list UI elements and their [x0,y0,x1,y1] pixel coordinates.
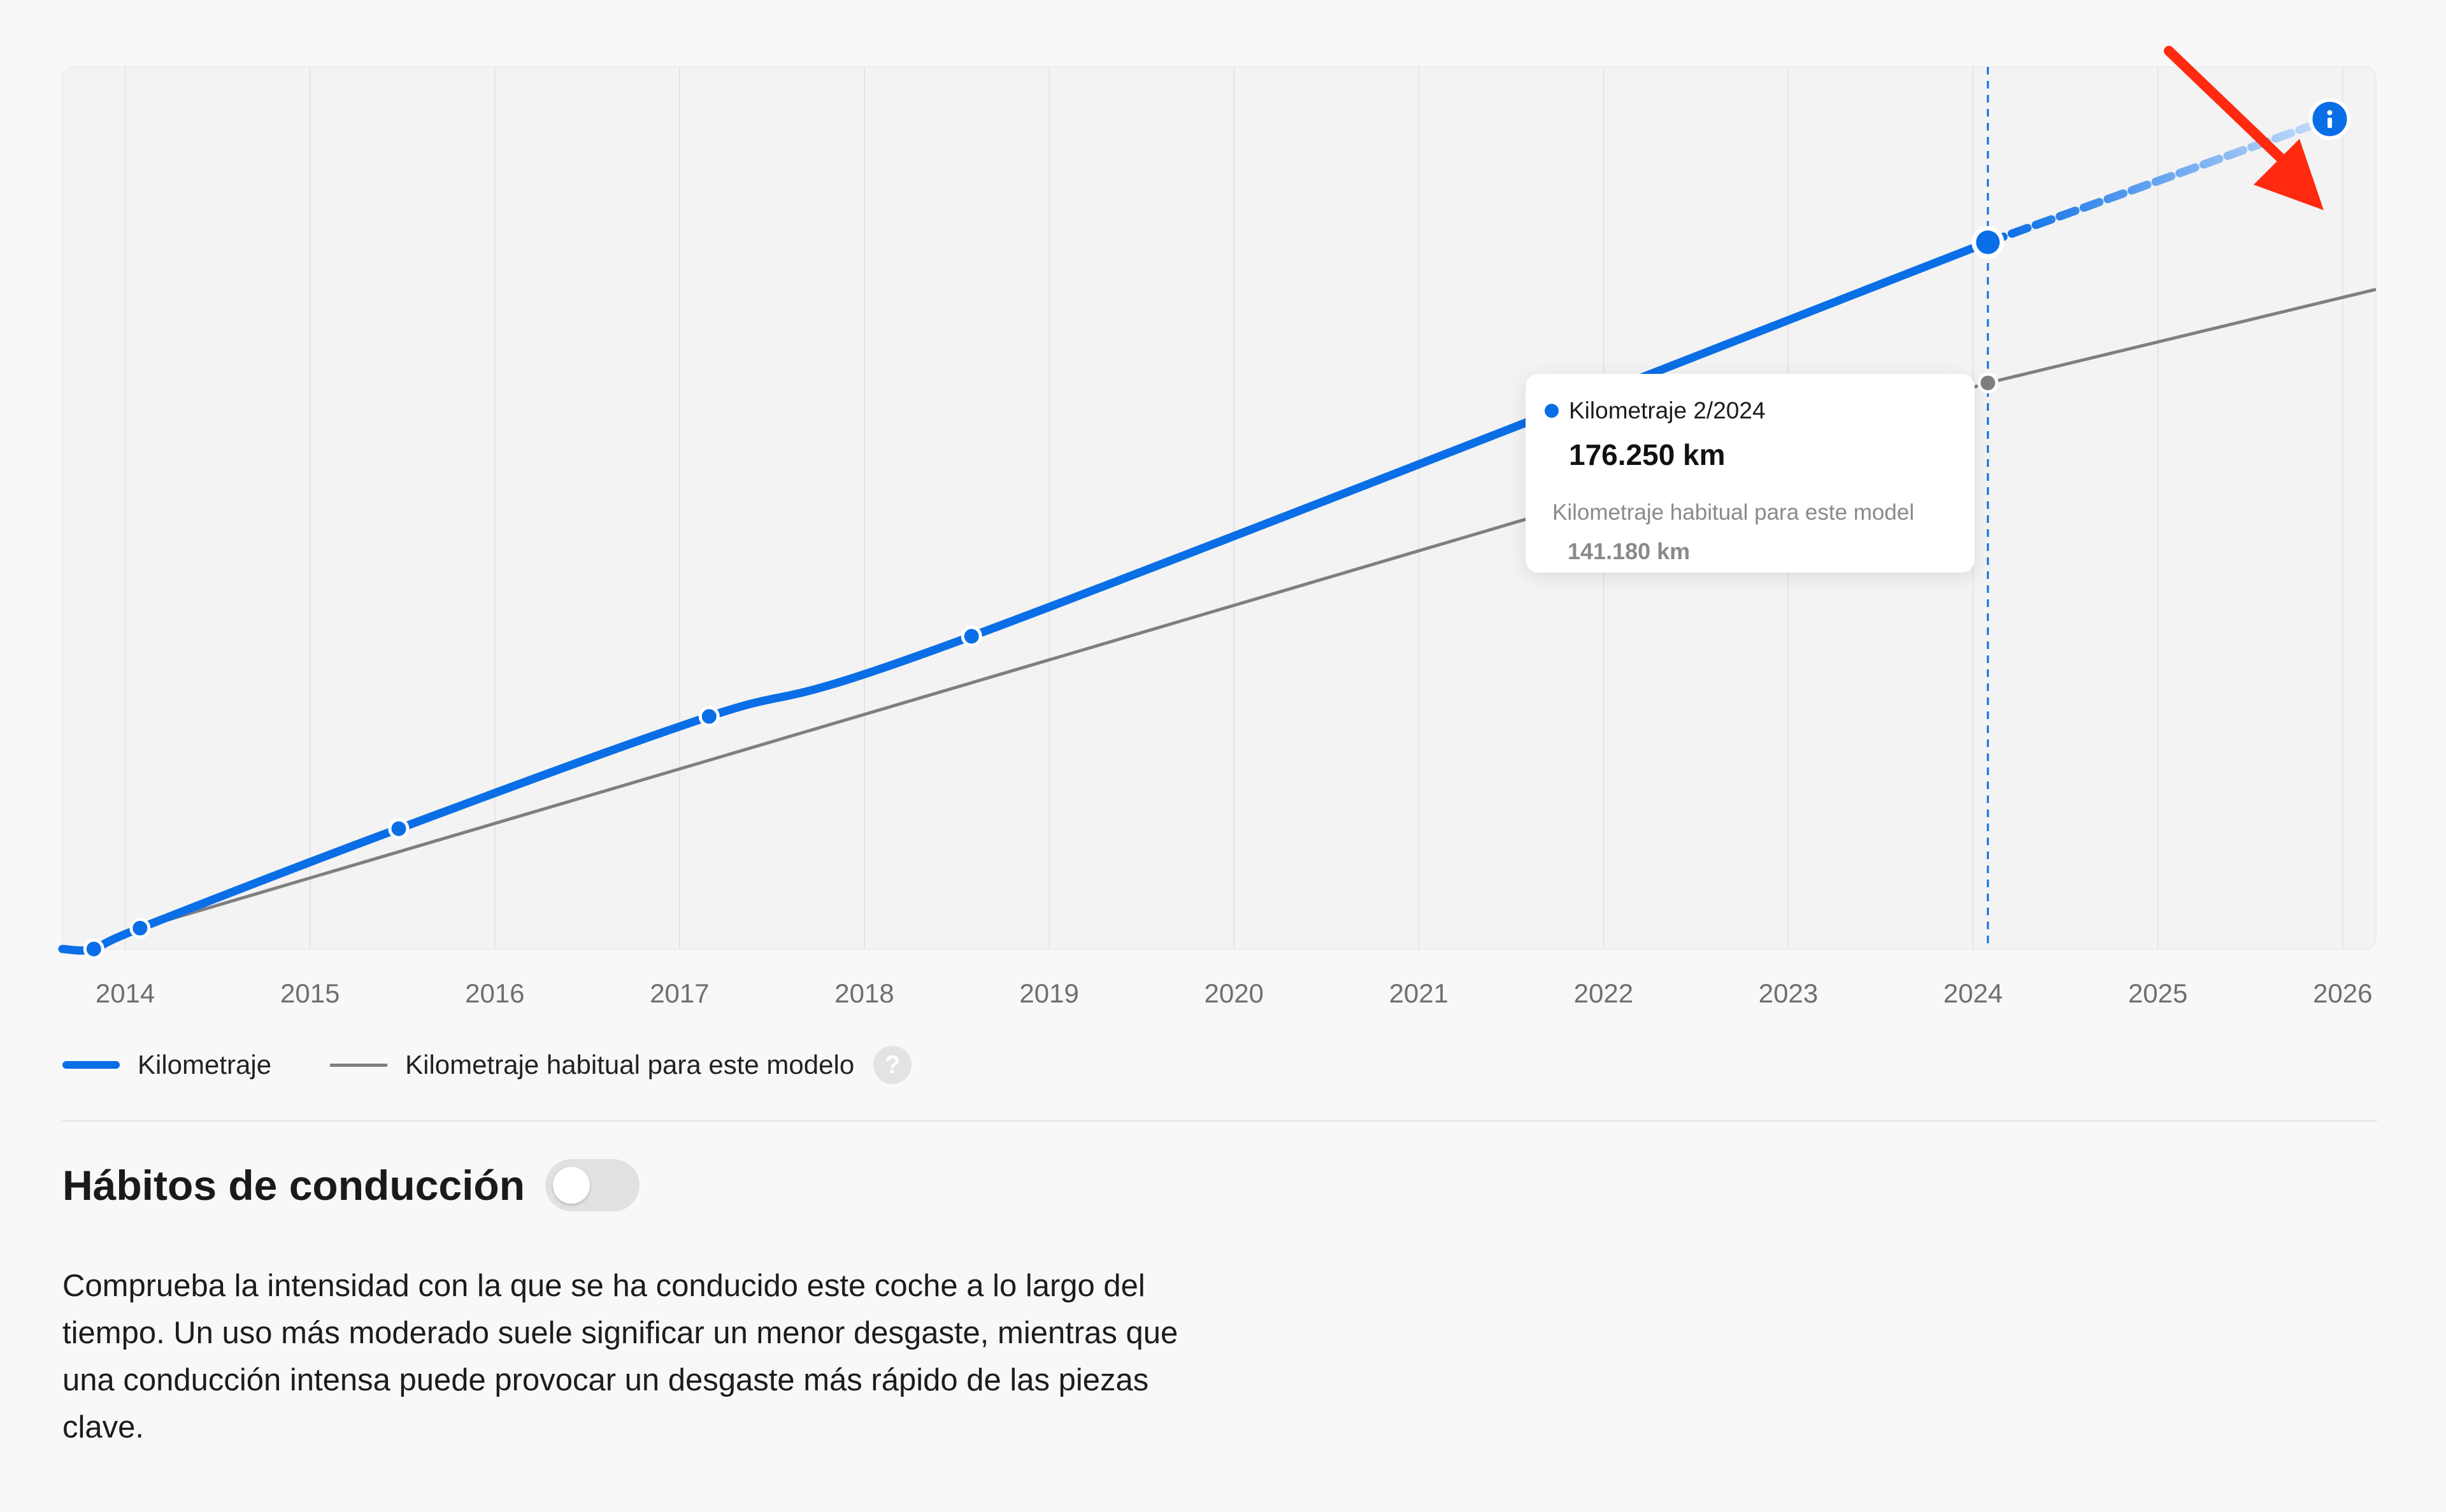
info-icon-dot [2327,110,2333,115]
chart-legend: Kilometraje Kilometraje habitual para es… [62,1045,912,1085]
section-description: Comprueba la intensidad con la que se ha… [62,1269,1178,1444]
x-tick-label-2022: 2022 [1574,978,1633,1008]
x-tick-label-2020: 2020 [1204,978,1263,1008]
tooltip-sub-label: Kilometraje habitual para este model [1552,500,1915,525]
mileage-chart: 2014 2015 2016 2017 2018 2019 2020 2021 2022 2023… [58,46,2377,1008]
data-tooltip: Kilometraje 2/2024 176.250 km Kilometraj… [1526,374,1975,573]
info-icon-stem [2327,117,2332,128]
mileage-chart-svg: 2014 2015 2016 2017 2018 2019 2020 2021 2022 2023… [58,46,2377,1008]
driving-habits-toggle[interactable] [545,1159,640,1211]
x-tick-label-2017: 2017 [650,978,709,1008]
annotation-arrow-head [2254,139,2324,210]
data-point-4 [961,625,982,647]
section-title: Hábitos de conducción [62,1162,526,1209]
data-point-2 [388,818,410,839]
data-point-1 [129,917,151,939]
data-point-3 [698,706,720,727]
tooltip-title: Kilometraje 2/2024 [1569,397,1766,424]
x-tick-label-2023: 2023 [1759,978,1818,1008]
section-divider [62,1120,2377,1122]
tooltip-value: 176.250 km [1569,438,1726,471]
data-point-5 [1971,225,2005,259]
x-tick-label-2026: 2026 [2313,978,2372,1008]
x-tick-label-2014: 2014 [96,978,155,1008]
legend-label-habitual: Kilometraje habitual para este modelo [405,1050,855,1080]
x-tick-label-2024: 2024 [1943,978,2003,1008]
driving-habits-header: Hábitos de conducción [62,1159,640,1211]
x-tick-label-2019: 2019 [1019,978,1078,1008]
x-tick-label-2018: 2018 [834,978,894,1008]
series-projection-kilometraje [1984,115,2334,246]
plot-background [62,66,2377,950]
legend-swatch-habitual [330,1063,388,1067]
tooltip-sub-value: 141.180 km [1568,538,1691,564]
habitual-highlight-point [1977,372,1999,394]
help-icon[interactable]: ? [873,1046,912,1084]
data-point-0 [83,938,104,960]
tooltip-series-dot [1545,404,1559,418]
toggle-knob [553,1167,590,1204]
legend-label-kilometraje: Kilometraje [138,1050,272,1080]
annotation-arrow-shaft [2164,46,2295,172]
x-tick-label-2025: 2025 [2128,978,2187,1008]
x-tick-label-2016: 2016 [465,978,524,1008]
x-tick-label-2021: 2021 [1389,978,1448,1008]
legend-swatch-kilometraje [62,1061,120,1069]
x-tick-label-2015: 2015 [280,978,340,1008]
